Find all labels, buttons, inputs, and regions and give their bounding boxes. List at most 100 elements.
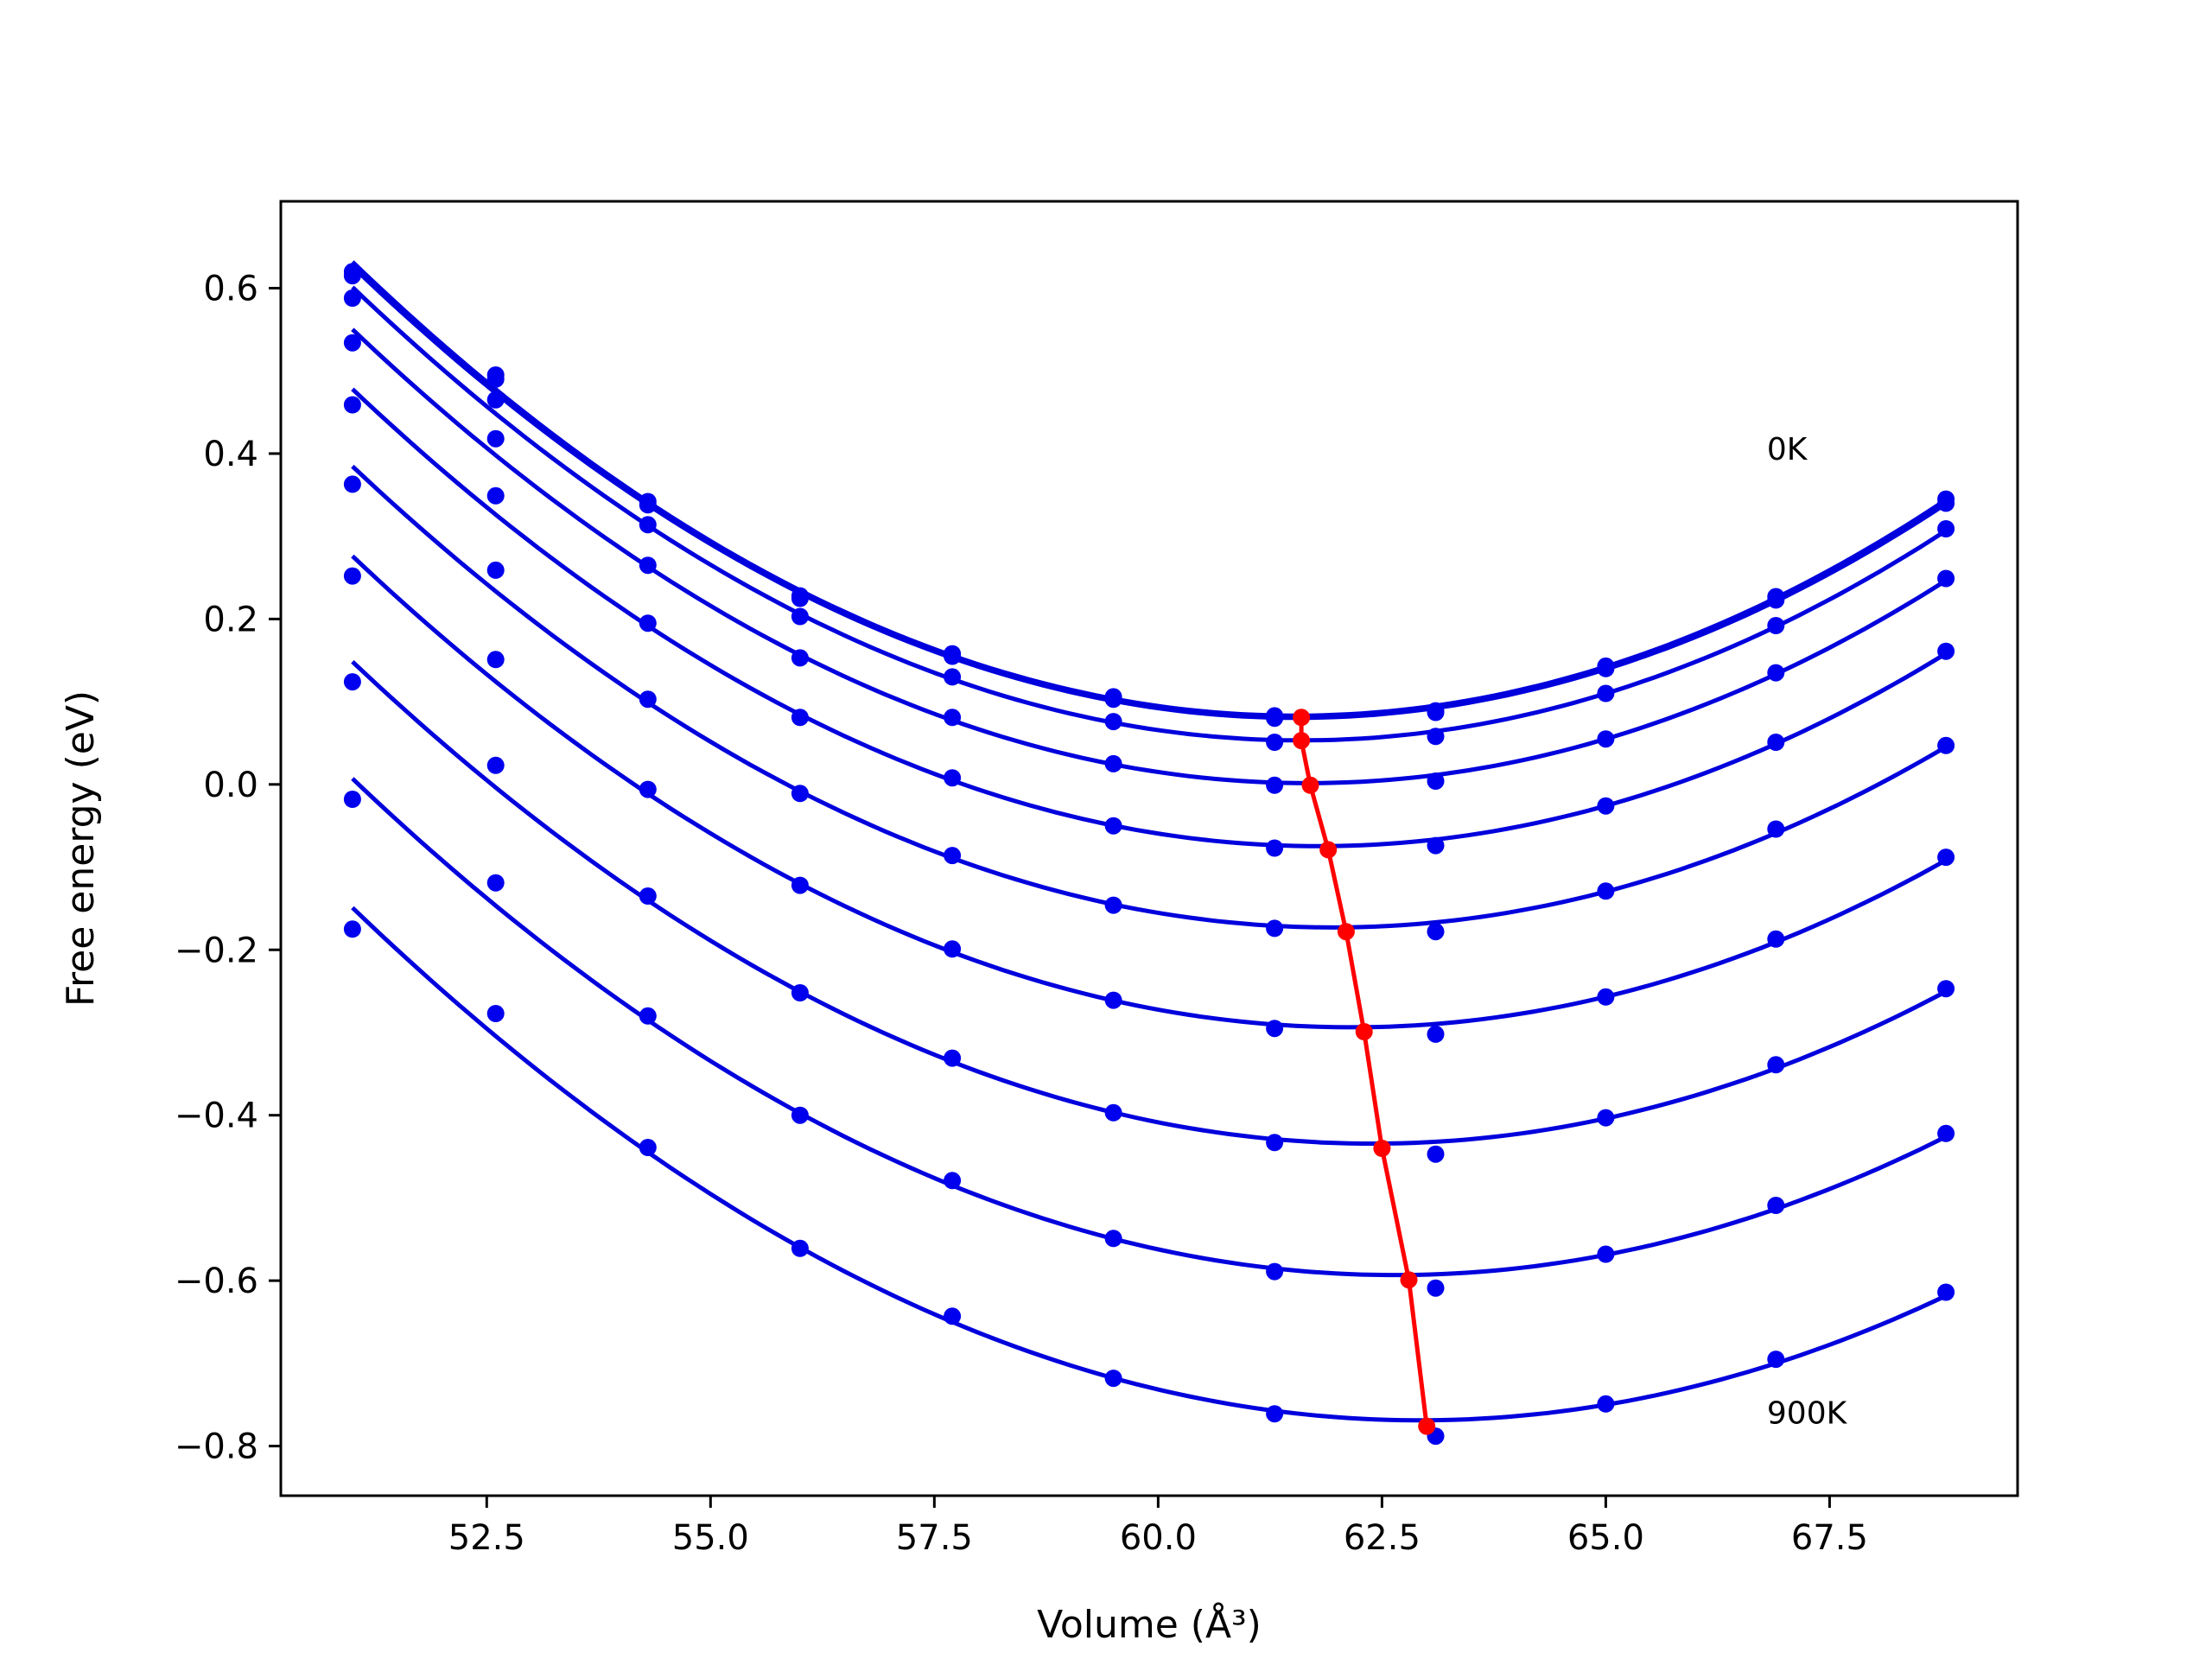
fit-curve-5 [351, 464, 1948, 930]
data-point-s4-6 [1266, 839, 1284, 857]
data-point-s4-4 [944, 769, 962, 787]
data-point-s9-6 [1266, 1405, 1284, 1423]
data-point-s3-4 [944, 709, 962, 727]
data-point-s5-4 [944, 847, 962, 865]
data-point-s2-4 [944, 668, 962, 686]
data-point-s5-8 [1597, 882, 1615, 900]
data-point-s8-5 [1104, 1230, 1122, 1248]
data-point-s6-5 [1104, 991, 1122, 1009]
data-point-s4-7 [1427, 836, 1445, 855]
data-point-s8-9 [1767, 1197, 1785, 1214]
x-tick-label-3: 60.0 [1120, 1518, 1197, 1558]
data-point-s7-4 [944, 1049, 962, 1067]
minimum-point-5 [1355, 1023, 1373, 1040]
data-point-s4-1 [486, 486, 505, 505]
minimum-point-8 [1418, 1417, 1436, 1435]
x-tick-label-1: 55.0 [672, 1518, 749, 1558]
data-point-s5-1 [486, 561, 505, 579]
data-point-s3-5 [1104, 754, 1122, 772]
y-tick-label-5: 0.2 [203, 600, 258, 639]
data-point-s2-2 [639, 516, 657, 534]
data-point-s4-2 [639, 614, 657, 632]
y-tick-label-6: 0.4 [203, 435, 258, 474]
fit-curve-2 [351, 285, 1948, 743]
data-point-s4-9 [1767, 734, 1785, 751]
data-point-s3-9 [1767, 664, 1785, 682]
data-point-s9-4 [944, 1307, 962, 1325]
data-point-s6-3 [791, 876, 809, 894]
data-point-s6-7 [1427, 1025, 1445, 1043]
y-tick-label-1: −0.6 [175, 1262, 258, 1301]
axes: 52.5 55.0 57.5 60.0 62.5 65.0 67.5 −0.8 −0.6 −0.4… [175, 270, 1868, 1558]
data-point-s7-10 [1937, 980, 1955, 998]
data-point-s8-10 [1937, 1124, 1955, 1142]
fit-curve-8 [351, 777, 1948, 1278]
data-point-s3-3 [791, 649, 809, 667]
y-tick-label-3: −0.2 [175, 931, 258, 970]
data-point-s2-6 [1266, 734, 1284, 751]
plot-area [343, 260, 1955, 1446]
data-point-s8-4 [944, 1172, 962, 1190]
data-point-s6-4 [944, 940, 962, 958]
data-point-s9-0 [343, 920, 361, 938]
data-point-s7-9 [1767, 1056, 1785, 1074]
data-point-s1-3 [791, 589, 809, 607]
minimum-point-4 [1337, 923, 1355, 941]
data-point-s4-10 [1937, 642, 1955, 660]
data-point-s1-8 [1597, 659, 1615, 677]
data-point-s8-8 [1597, 1245, 1615, 1263]
data-point-s4-0 [343, 396, 361, 414]
data-point-s3-0 [343, 334, 361, 352]
data-point-s6-2 [639, 780, 657, 798]
data-point-s5-6 [1266, 919, 1284, 938]
annotations: 0K 900K [1767, 432, 1848, 1431]
annotation-1: 900K [1767, 1395, 1848, 1431]
minimum-point-3 [1319, 841, 1338, 859]
data-point-s7-5 [1104, 1103, 1122, 1122]
data-point-s7-3 [791, 984, 809, 1001]
data-point-s5-9 [1767, 820, 1785, 838]
y-tick-label-0: −0.8 [175, 1427, 258, 1467]
data-point-s4-5 [1104, 817, 1122, 835]
data-point-s2-0 [343, 289, 361, 307]
x-tick-label-5: 65.0 [1567, 1518, 1644, 1558]
data-point-s7-0 [343, 673, 361, 691]
x-tick-label-4: 62.5 [1344, 1518, 1421, 1558]
data-point-s1-4 [944, 647, 962, 665]
data-point-s2-5 [1104, 713, 1122, 731]
data-point-s6-10 [1937, 849, 1955, 867]
minimum-point-7 [1400, 1271, 1418, 1289]
data-point-s3-2 [639, 556, 657, 575]
y-tick-label-2: −0.4 [175, 1096, 258, 1136]
data-point-s5-2 [639, 690, 657, 709]
y-tick-label-4: 0.0 [203, 766, 258, 805]
minimum-point-2 [1301, 776, 1319, 794]
data-point-s9-10 [1937, 1283, 1955, 1301]
data-point-s7-8 [1597, 1109, 1615, 1127]
data-point-s2-7 [1427, 728, 1445, 746]
fit-curve-9 [351, 906, 1948, 1423]
data-point-s2-3 [791, 607, 809, 626]
data-point-s9-3 [791, 1239, 809, 1257]
data-point-s8-0 [343, 791, 361, 808]
data-point-s4-8 [1597, 797, 1615, 815]
data-point-s9-2 [639, 1139, 657, 1156]
data-point-s2-9 [1767, 617, 1785, 634]
data-point-s6-9 [1767, 930, 1785, 948]
fit-curve-7 [351, 659, 1948, 1146]
fit-curve-3 [351, 327, 1948, 785]
minimum-point-0 [1293, 709, 1311, 727]
data-point-s5-10 [1937, 736, 1955, 754]
data-point-s3-10 [1937, 569, 1955, 588]
x-axis-label: Volume (Å³) [1037, 1601, 1262, 1647]
data-point-s6-8 [1597, 988, 1615, 1006]
data-point-s7-6 [1266, 1134, 1284, 1152]
data-point-s9-9 [1767, 1351, 1785, 1369]
data-point-s7-7 [1427, 1145, 1445, 1163]
data-point-s8-7 [1427, 1279, 1445, 1297]
data-point-s1-5 [1104, 690, 1122, 709]
data-point-s5-3 [791, 785, 809, 803]
plot-frame [279, 200, 2019, 1497]
y-axis-label: Free energy (eV) [59, 690, 103, 1007]
data-point-s7-1 [486, 756, 505, 774]
